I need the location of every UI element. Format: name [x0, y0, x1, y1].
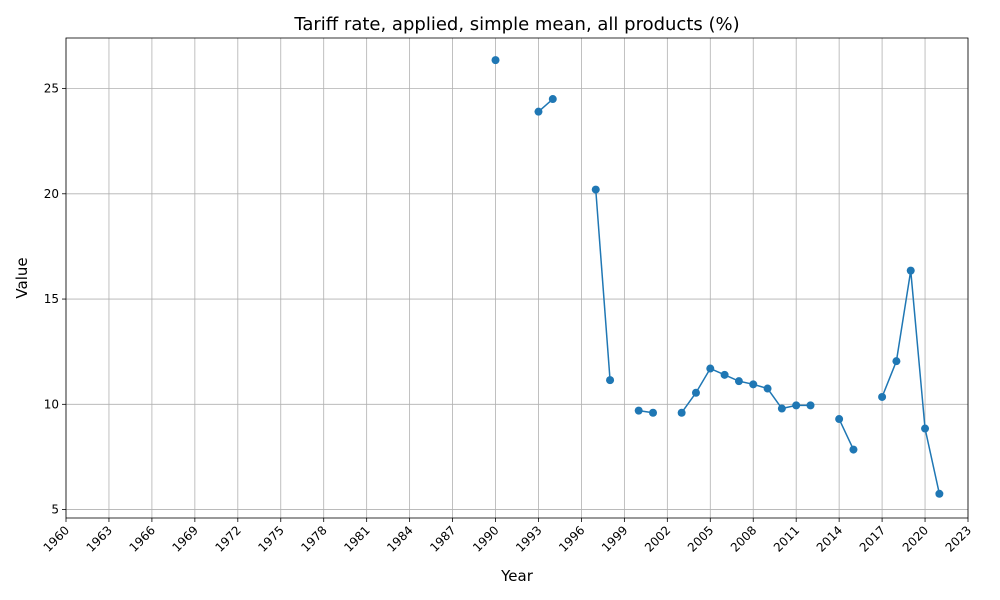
data-point: [921, 424, 930, 433]
data-point: [649, 408, 658, 417]
data-point: [892, 357, 901, 366]
data-point: [878, 392, 887, 401]
data-point: [691, 388, 700, 397]
series-line-segment: [838, 418, 855, 450]
series-line-segment: [681, 367, 811, 414]
data-point: [677, 408, 686, 417]
data-point: [906, 266, 915, 275]
data-point: [792, 401, 801, 410]
x-tick-label: 2017: [857, 523, 888, 554]
x-tick-label: 1981: [341, 523, 372, 554]
data-point: [606, 376, 615, 385]
y-tick-label: 25: [44, 82, 59, 96]
x-tick-label: 1975: [255, 523, 286, 554]
x-tick-label: 1993: [513, 523, 544, 554]
data-point: [706, 364, 715, 373]
series: [491, 56, 944, 498]
data-point: [548, 95, 557, 104]
x-tick-label: 2023: [943, 523, 974, 554]
data-point: [720, 370, 729, 379]
x-tick-label: 2011: [771, 523, 802, 554]
x-tick-label: 1978: [298, 523, 329, 554]
data-point: [763, 384, 772, 393]
x-tick-label: 1966: [127, 523, 158, 554]
x-tick-label: 1963: [84, 523, 115, 554]
x-tick-label: 1960: [41, 523, 72, 554]
data-point: [777, 404, 786, 413]
data-point: [806, 401, 815, 410]
x-tick-label: 1990: [470, 523, 501, 554]
y-tick-label: 10: [44, 397, 59, 411]
data-point: [749, 380, 758, 389]
x-tick-label: 1969: [169, 523, 200, 554]
x-tick-label: 2020: [900, 523, 931, 554]
data-point: [734, 377, 743, 386]
y-tick-label: 20: [44, 187, 59, 201]
series-line-segment: [881, 270, 941, 494]
axis-ticks: 1960 1963 1966 1969 1972 1975 1978 1981 1984 1987…: [41, 82, 974, 555]
chart-title: Tariff rate, applied, simple mean, all p…: [293, 14, 739, 35]
data-point: [534, 107, 543, 116]
data-point: [491, 56, 500, 65]
x-tick-label: 2002: [642, 523, 673, 554]
x-tick-label: 1972: [212, 523, 243, 554]
x-tick-label: 1987: [427, 523, 458, 554]
plot-frame: [65, 37, 969, 519]
data-point: [634, 406, 643, 415]
x-tick-label: 1984: [384, 523, 415, 554]
x-tick-label: 1996: [556, 523, 587, 554]
x-tick-label: 2014: [814, 523, 845, 554]
y-axis-label: Value: [13, 257, 31, 298]
data-point: [835, 415, 844, 424]
x-tick-label: 2008: [728, 523, 759, 554]
x-tick-label: 2005: [685, 523, 716, 554]
data-point: [591, 185, 600, 194]
data-point: [935, 489, 944, 498]
x-axis-label: Year: [500, 567, 534, 585]
y-tick-label: 5: [51, 503, 59, 517]
grid: [65, 38, 969, 518]
x-tick-label: 1999: [599, 523, 630, 554]
data-point: [849, 445, 858, 454]
y-tick-label: 15: [44, 292, 59, 306]
series-line-segment: [595, 189, 611, 381]
